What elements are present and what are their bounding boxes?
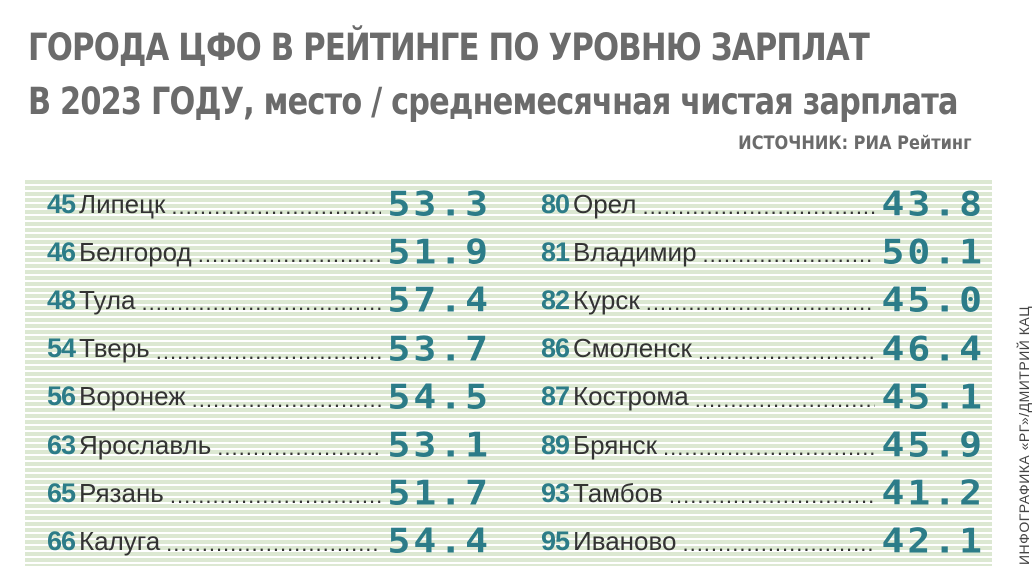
table-row: 86Смоленск..............................…	[523, 325, 985, 373]
salary: 43.8	[881, 184, 985, 224]
city: Тамбов	[573, 477, 663, 508]
salary: 46.4	[881, 328, 985, 369]
city: Орел	[573, 188, 637, 219]
leader-dots: ........................................…	[169, 483, 382, 509]
table-row: 56Воронеж...............................…	[29, 373, 491, 421]
salary: 45.9	[881, 425, 985, 465]
salary: 53.1	[387, 425, 491, 465]
leader-dots: ........................................…	[171, 194, 382, 220]
city: Калуга	[79, 525, 161, 556]
leader-dots: ........................................…	[702, 242, 876, 268]
table-row: 87Кострома..............................…	[523, 373, 985, 421]
table-column: 80Орел..................................…	[523, 180, 985, 566]
rank: 93	[540, 477, 570, 508]
salary: 54.4	[387, 521, 491, 562]
leader-dots: ........................................…	[155, 338, 382, 364]
city: Кострома	[573, 381, 689, 412]
city: Владимир	[573, 236, 697, 267]
table-row: 65Рязань................................…	[29, 469, 491, 517]
salary: 45.0	[881, 280, 985, 321]
table-row: 54Тверь.................................…	[29, 325, 491, 373]
table-row: 45Липецк................................…	[29, 180, 491, 228]
leader-dots: ........................................…	[166, 531, 381, 557]
table-row: 63Ярославль.............................…	[29, 421, 491, 469]
rank: 81	[540, 236, 570, 267]
title-line: В 2023 ГОДУ, место / среднемесячная чист…	[28, 80, 959, 123]
table-row: 66Калуга................................…	[29, 517, 491, 565]
rank: 46	[46, 236, 76, 267]
salary: 41.2	[881, 473, 985, 514]
rank: 80	[540, 188, 570, 219]
rank: 66	[46, 525, 76, 556]
leader-dots: ........................................…	[197, 242, 382, 268]
salary: 45.1	[881, 377, 985, 417]
rank: 87	[540, 381, 570, 412]
leader-dots: ........................................…	[697, 338, 876, 364]
table-row: 80Орел..................................…	[523, 180, 985, 228]
rank: 56	[46, 381, 76, 412]
rank: 54	[46, 333, 76, 364]
salary: 57.4	[387, 280, 491, 321]
salary: 54.5	[387, 377, 491, 417]
rank: 82	[540, 284, 570, 315]
table-row: 95Иваново...............................…	[523, 517, 985, 565]
leader-dots: ........................................…	[217, 435, 381, 461]
leader-dots: ........................................…	[682, 531, 875, 557]
table-row: 82Курск.................................…	[523, 276, 985, 324]
leader-dots: ........................................…	[141, 290, 381, 316]
leader-dots: ........................................…	[694, 386, 876, 412]
city: Воронеж	[79, 381, 186, 412]
city: Липецк	[79, 188, 166, 219]
city: Рязань	[79, 477, 164, 508]
source: ИСТОЧНИК: РИА Рейтинг	[738, 132, 972, 154]
table-row: 93Тамбов................................…	[523, 469, 985, 517]
leader-dots: ........................................…	[663, 435, 876, 461]
salary: 53.3	[387, 184, 491, 224]
salary: 50.1	[881, 232, 985, 273]
table-row: 48Тула..................................…	[29, 276, 491, 324]
leader-dots: ........................................…	[642, 194, 875, 220]
city: Курск	[573, 284, 640, 315]
rank: 89	[540, 429, 570, 460]
leader-dots: ........................................…	[645, 290, 876, 316]
city: Иваново	[573, 525, 677, 556]
table-row: 46Белгород..............................…	[29, 228, 491, 276]
city: Тула	[79, 284, 136, 315]
city: Брянск	[573, 429, 658, 460]
leader-dots: ........................................…	[668, 483, 876, 509]
salary: 51.7	[387, 473, 491, 514]
credit: ИНФОГРАФИКА «РГ»/ДМИТРИЙ КАЦ	[1016, 305, 1032, 565]
city: Ярославль	[79, 429, 212, 460]
rank: 65	[46, 477, 76, 508]
rank: 63	[46, 429, 76, 460]
salary: 42.1	[881, 521, 985, 562]
city: Белгород	[79, 236, 192, 267]
salary: 53.7	[387, 328, 491, 369]
rank: 45	[46, 188, 76, 219]
table-row: 89Брянск................................…	[523, 421, 985, 469]
city: Тверь	[79, 333, 150, 364]
rank: 48	[46, 284, 76, 315]
title-line: ГОРОДА ЦФО В РЕЙТИНГЕ ПО УРОВНЮ ЗАРПЛАТ	[28, 26, 870, 69]
city: Смоленск	[573, 333, 692, 364]
table: 45Липецк................................…	[25, 180, 992, 566]
rank: 95	[540, 525, 570, 556]
leader-dots: ........................................…	[191, 386, 382, 412]
salary: 51.9	[387, 232, 491, 273]
rank: 86	[540, 333, 570, 364]
table-row: 81Владимир..............................…	[523, 228, 985, 276]
table-column: 45Липецк................................…	[29, 180, 491, 566]
